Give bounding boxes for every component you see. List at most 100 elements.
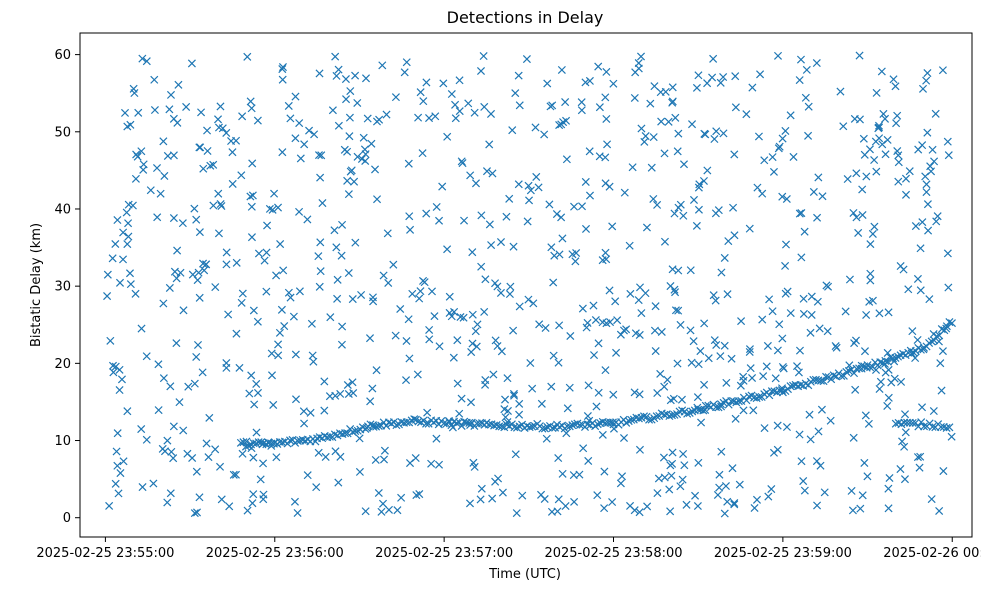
- track-point: [512, 423, 521, 432]
- clutter-point: [343, 176, 352, 185]
- clutter-point: [179, 306, 188, 315]
- clutter-point: [202, 260, 211, 269]
- clutter-point: [715, 470, 724, 479]
- clutter-point: [730, 498, 739, 508]
- clutter-point: [852, 169, 861, 178]
- clutter-point: [674, 306, 683, 315]
- clutter-point: [768, 307, 777, 316]
- clutter-point: [299, 407, 308, 416]
- clutter-point: [248, 159, 257, 168]
- clutter-point: [170, 267, 179, 276]
- clutter-point: [890, 374, 899, 383]
- clutter-point: [229, 470, 238, 479]
- clutter-point: [334, 478, 343, 487]
- clutter-point: [916, 452, 925, 461]
- clutter-point: [330, 226, 339, 235]
- clutter-point: [209, 160, 218, 169]
- clutter-point: [880, 114, 890, 123]
- clutter-point: [947, 432, 956, 441]
- clutter-point: [321, 452, 330, 461]
- clutter-point: [559, 118, 568, 127]
- clutter-point: [692, 221, 701, 230]
- track-point: [548, 423, 557, 433]
- track-point: [868, 362, 877, 371]
- clutter-point: [554, 495, 563, 504]
- clutter-point: [150, 75, 159, 84]
- clutter-point: [167, 447, 176, 456]
- clutter-point: [642, 223, 651, 232]
- clutter-point: [372, 117, 382, 126]
- clutter-point: [795, 76, 804, 85]
- clutter-point: [246, 192, 255, 201]
- clutter-point: [923, 128, 932, 137]
- clutter-point: [779, 364, 788, 373]
- clutter-point: [666, 282, 675, 291]
- clutter-point: [119, 228, 128, 237]
- clutter-point: [445, 292, 454, 301]
- clutter-point: [487, 241, 496, 250]
- clutter-point: [400, 68, 409, 77]
- clutter-point: [900, 410, 910, 419]
- clutter-point: [314, 252, 323, 261]
- clutter-point: [760, 156, 769, 165]
- clutter-point: [786, 111, 795, 120]
- clutter-point: [187, 59, 196, 68]
- clutter-point: [173, 246, 182, 255]
- clutter-point: [197, 108, 206, 117]
- clutter-point: [858, 210, 867, 220]
- track-point: [543, 423, 552, 432]
- clutter-point: [115, 385, 124, 395]
- clutter-point: [863, 472, 872, 481]
- clutter-point: [286, 114, 295, 123]
- clutter-point: [115, 365, 124, 374]
- clutter-point: [250, 400, 259, 409]
- clutter-point: [704, 354, 713, 363]
- clutter-point: [916, 244, 925, 253]
- clutter-point: [476, 66, 486, 76]
- clutter-point: [708, 73, 717, 82]
- clutter-point: [542, 434, 551, 443]
- clutter-point: [715, 483, 724, 492]
- clutter-point: [435, 342, 444, 351]
- clutter-point: [858, 185, 867, 194]
- clutter-point: [166, 489, 175, 498]
- clutter-point: [884, 308, 893, 317]
- clutter-point: [694, 205, 703, 214]
- clutter-point: [449, 353, 458, 362]
- clutter-point: [174, 80, 183, 89]
- clutter-point: [453, 379, 462, 388]
- clutter-point: [728, 464, 737, 473]
- clutter-point: [881, 150, 890, 159]
- clutter-point: [860, 347, 870, 356]
- clutter-point: [612, 348, 621, 357]
- clutter-point: [351, 71, 360, 80]
- clutter-point: [468, 248, 477, 257]
- clutter-point: [316, 173, 325, 182]
- clutter-point: [666, 461, 675, 470]
- clutter-point: [609, 390, 618, 399]
- clutter-point: [416, 88, 425, 97]
- clutter-point: [361, 507, 370, 516]
- clutter-point: [736, 381, 745, 390]
- track-point: [919, 422, 929, 431]
- clutter-point: [515, 410, 524, 419]
- x-tick-label: 2025-02-26 00:00:00: [883, 546, 981, 561]
- clutter-point: [589, 301, 598, 310]
- clutter-point: [583, 412, 592, 421]
- clutter-point: [676, 482, 685, 491]
- clutter-point: [797, 253, 806, 262]
- clutter-point: [393, 506, 402, 515]
- clutter-point: [118, 255, 128, 264]
- track-point: [422, 419, 431, 428]
- clutter-point: [489, 370, 498, 379]
- clutter-point: [892, 119, 901, 128]
- clutter-point: [156, 189, 165, 198]
- clutter-point: [555, 250, 564, 259]
- clutter-point: [613, 316, 622, 325]
- clutter-point: [142, 352, 151, 361]
- clutter-point: [558, 469, 567, 478]
- track-point: [353, 426, 362, 435]
- track-point: [540, 424, 549, 433]
- clutter-point: [222, 128, 231, 137]
- track-point: [475, 419, 484, 428]
